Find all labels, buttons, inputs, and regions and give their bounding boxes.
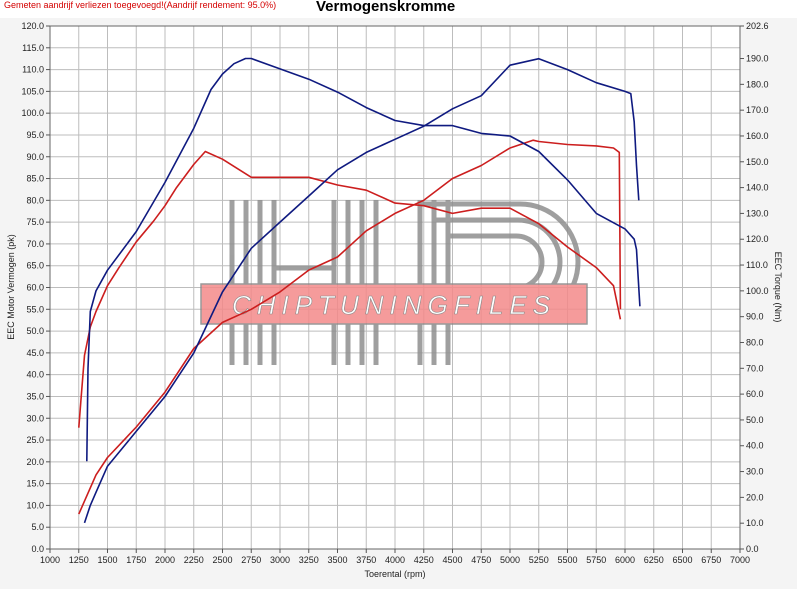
x-tick-label-8: 3000 [270, 555, 290, 565]
x-tick-label-13: 4250 [414, 555, 434, 565]
x-tick-label-5: 2250 [184, 555, 204, 565]
y-axis-label: EEC Motor Vermogen (pk) [6, 234, 16, 340]
y2-tick-label-11: 110.0 [746, 260, 768, 270]
y2-axis-label: EEC Torque (Nm) [773, 252, 783, 323]
x-tick-label-4: 2000 [155, 555, 175, 565]
y2-tick-label-8: 80.0 [746, 337, 764, 347]
y-tick-label-20: 100.0 [21, 108, 44, 118]
x-tick-label-6: 2500 [212, 555, 232, 565]
y2-tick-label-17: 170.0 [746, 105, 769, 115]
watermark: CHIPTUNINGFILES [200, 200, 588, 365]
y-tick-label-22: 110.0 [22, 65, 44, 75]
x-tick-label-1: 1250 [69, 555, 89, 565]
y2-tick-label-13: 130.0 [746, 208, 769, 218]
y-tick-label-10: 50.0 [26, 326, 44, 336]
y2-tick-label-3: 30.0 [746, 467, 764, 477]
y2-tick-label-2: 20.0 [746, 492, 764, 502]
series-line-2 [83, 57, 640, 524]
y-tick-label-8: 40.0 [26, 370, 44, 380]
y2-tick-label-5: 50.0 [746, 415, 764, 425]
series-layer [78, 57, 641, 524]
y-tick-label-16: 80.0 [26, 195, 44, 205]
y-tick-label-17: 85.0 [26, 174, 44, 184]
x-tick-label-0: 1000 [40, 555, 60, 565]
watermark-banner [200, 283, 588, 325]
y2-tick-label-4: 40.0 [746, 441, 764, 451]
y-tick-label-18: 90.0 [26, 152, 44, 162]
y2-tick-label-1: 10.0 [746, 518, 764, 528]
chart-title: Vermogenskromme [316, 0, 456, 15]
y-tick-label-3: 15.0 [26, 479, 44, 489]
y2-tick-label-9: 90.0 [746, 312, 764, 322]
x-tick-label-14: 4500 [442, 555, 462, 565]
y2-tick-label-14: 140.0 [746, 183, 769, 193]
y2-axis-ticks: 0.0 10.0 20.0 30.0 40.0 50.0 60.0 70.0 80.0 90.0 1… [740, 21, 769, 554]
y2-tick-label-7: 70.0 [746, 363, 764, 373]
x-tick-label-10: 3500 [327, 555, 347, 565]
series-line-1 [78, 139, 622, 515]
watermark-brand-text: CHIPTUNINGFILES [232, 290, 556, 320]
x-axis-ticks: 1000 1250 1500 1750 2000 2250 2500 2750 3000 3250… [40, 549, 750, 565]
y-tick-label-6: 30.0 [26, 413, 44, 423]
y2-tick-label-12: 120.0 [746, 234, 769, 244]
x-tick-label-11: 3750 [356, 555, 376, 565]
y-tick-label-4: 20.0 [26, 457, 44, 467]
drive-loss-note: Gemeten aandrijf verliezen toegevoegd!(A… [4, 0, 277, 10]
y-tick-label-19: 95.0 [26, 130, 44, 140]
y-tick-label-1: 5.0 [31, 522, 44, 532]
y-tick-label-21: 105.0 [21, 86, 44, 96]
y-tick-label-14: 70.0 [26, 239, 44, 249]
y2-tick-label-10: 100.0 [746, 286, 769, 296]
x-tick-label-21: 6250 [644, 555, 664, 565]
x-tick-label-17: 5250 [529, 555, 549, 565]
x-tick-label-19: 5750 [586, 555, 606, 565]
y-tick-label-23: 115.0 [22, 43, 44, 53]
x-tick-label-15: 4750 [471, 555, 491, 565]
x-tick-label-22: 6500 [672, 555, 692, 565]
y2-tick-label-0: 0.0 [746, 544, 759, 554]
x-tick-label-20: 6000 [615, 555, 635, 565]
series-line-0 [78, 150, 622, 428]
x-tick-label-24: 7000 [730, 555, 750, 565]
y-tick-label-13: 65.0 [26, 261, 44, 271]
series-line-3 [86, 57, 641, 462]
y2-tick-label-18: 180.0 [746, 79, 769, 89]
x-tick-label-7: 2750 [241, 555, 261, 565]
y-tick-label-2: 10.0 [26, 500, 44, 510]
y2-tick-label-6: 60.0 [746, 389, 764, 399]
x-tick-label-12: 4000 [385, 555, 405, 565]
y-tick-label-5: 25.0 [26, 435, 44, 445]
y-tick-label-15: 75.0 [26, 217, 44, 227]
y-tick-label-7: 35.0 [26, 391, 44, 401]
y2-tick-label-16: 160.0 [746, 131, 769, 141]
x-tick-label-9: 3250 [299, 555, 319, 565]
y-tick-label-9: 45.0 [26, 348, 44, 358]
x-tick-label-23: 6750 [701, 555, 721, 565]
y2-tick-label-15: 150.0 [746, 157, 769, 167]
x-tick-label-2: 1500 [97, 555, 117, 565]
x-tick-label-16: 5000 [500, 555, 520, 565]
x-tick-label-18: 5500 [557, 555, 577, 565]
y-tick-label-12: 60.0 [26, 283, 44, 293]
y-tick-label-24: 120.0 [21, 21, 44, 31]
y2-tick-label-20: 202.6 [746, 21, 769, 31]
x-tick-label-3: 1750 [126, 555, 146, 565]
y-tick-label-0: 0.0 [31, 544, 44, 554]
y-tick-label-11: 55.0 [26, 304, 44, 314]
y-axis-ticks: 0.0 5.0 10.0 15.0 20.0 25.0 30.0 35.0 40.0 45.0 50… [21, 21, 50, 554]
x-axis-label: Toerental (rpm) [364, 569, 425, 579]
y2-tick-label-19: 190.0 [746, 54, 769, 64]
